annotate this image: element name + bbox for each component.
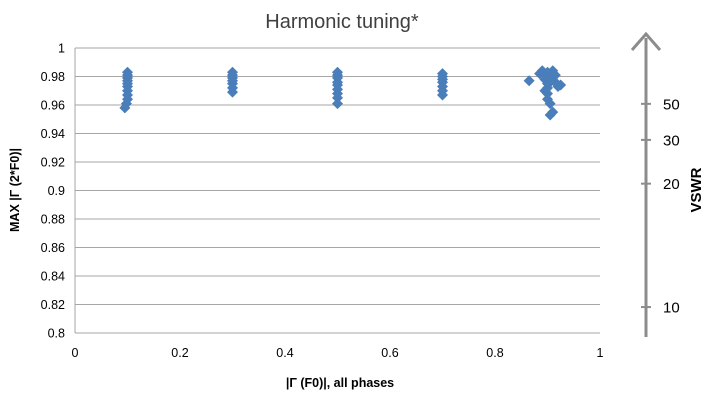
data-points [119, 65, 567, 121]
y-tick-label: 0.96 [41, 99, 65, 113]
vswr-axis: 50 30 20 10 [630, 31, 680, 337]
data-point [542, 88, 553, 100]
vswr-tick-label: 10 [663, 300, 680, 317]
x-tick-label: 0 [72, 346, 79, 360]
data-point [332, 92, 343, 104]
x-tick-label: 0.8 [486, 346, 503, 360]
y-tick-label: 0.9 [48, 184, 65, 198]
data-point [227, 86, 238, 98]
y-tick-label: 0.92 [41, 156, 65, 170]
y-tick-label: 0.84 [41, 270, 65, 284]
vswr-axis-label: VSWR [688, 167, 705, 212]
x-tick-label: 0.6 [381, 346, 398, 360]
y-tick-label: 1 [58, 42, 65, 56]
x-tick-label: 0.4 [276, 346, 293, 360]
x-tick-labels: 0 0.2 0.4 0.6 0.8 1 [72, 346, 604, 360]
data-point [555, 79, 567, 91]
y-tick-label: 0.94 [41, 127, 65, 141]
y-tick-label: 0.98 [41, 70, 65, 84]
y-tick-labels: 0.8 0.82 0.84 0.86 0.88 0.9 0.92 0.94 0.96 0.98 1 [41, 42, 65, 341]
x-axis-label: |Γ (F0)|, all phases [286, 376, 394, 390]
y-tick-label: 0.88 [41, 213, 65, 227]
data-point [544, 109, 556, 121]
y-tick-label: 0.86 [41, 241, 65, 255]
vswr-arrow-icon [630, 31, 662, 51]
vswr-tick-label: 30 [663, 132, 680, 149]
data-point [544, 98, 556, 110]
vswr-tick-label: 50 [663, 96, 680, 113]
y-axis-label: MAX |Γ (2*F0)| [8, 148, 22, 232]
vswr-tick-label: 20 [663, 176, 680, 193]
x-tick-label: 1 [597, 346, 604, 360]
x-tick-label: 0.2 [171, 346, 188, 360]
data-point [523, 75, 535, 87]
y-tick-label: 0.82 [41, 298, 65, 312]
data-point [549, 69, 561, 81]
y-tick-label: 0.8 [48, 327, 65, 341]
data-point [332, 98, 343, 110]
data-point [437, 89, 448, 101]
chart-title: Harmonic tuning* [265, 11, 419, 33]
data-point [120, 98, 132, 110]
